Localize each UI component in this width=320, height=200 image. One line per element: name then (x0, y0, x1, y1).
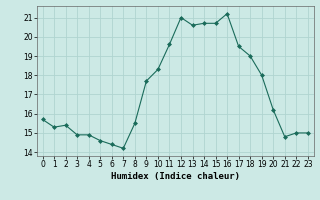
X-axis label: Humidex (Indice chaleur): Humidex (Indice chaleur) (111, 172, 240, 181)
